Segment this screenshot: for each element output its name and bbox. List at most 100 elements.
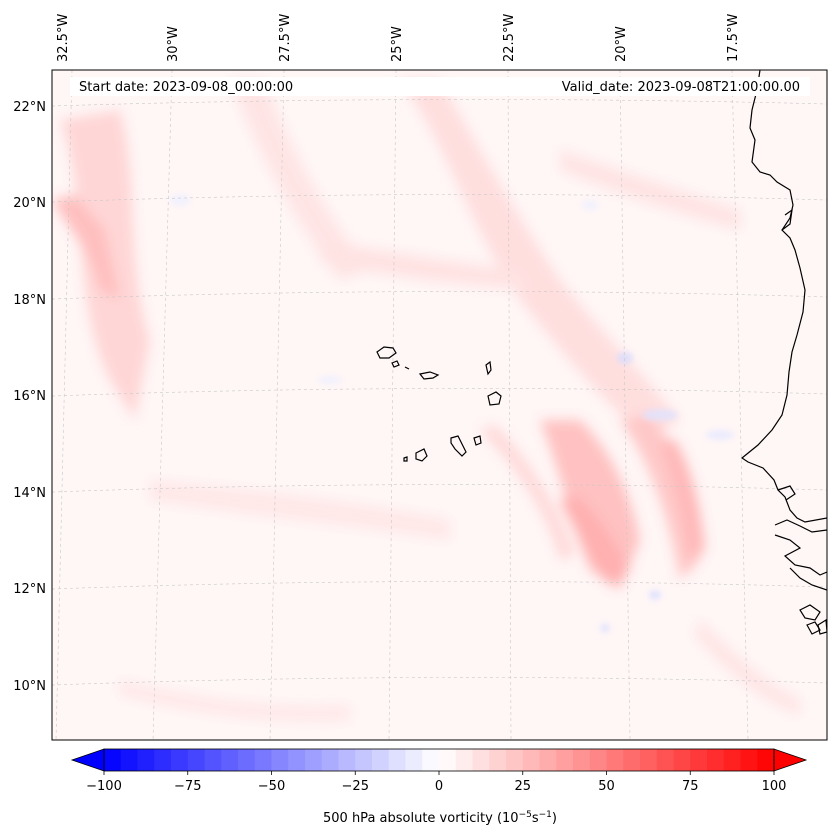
vorticity-band bbox=[560, 150, 740, 230]
island-maio bbox=[473, 435, 482, 446]
colorbar-segment bbox=[522, 749, 540, 771]
lat-label-18n: 18°N bbox=[13, 293, 46, 308]
colorbar-segment bbox=[723, 749, 741, 771]
colorbar-segment bbox=[606, 749, 624, 771]
island-sao-vicente bbox=[391, 360, 400, 368]
lon-label-22-5w: 22.5°W bbox=[502, 14, 517, 62]
lat-label-16n: 16°N bbox=[13, 389, 46, 404]
vorticity-band bbox=[560, 495, 630, 585]
colorbar-segment bbox=[221, 749, 239, 771]
vorticity-band bbox=[400, 80, 680, 440]
date-info-bar bbox=[70, 77, 810, 96]
gridlines bbox=[52, 70, 827, 740]
vorticity-band bbox=[230, 80, 370, 280]
cape-verde-islands bbox=[376, 346, 502, 462]
colorbar-segment bbox=[556, 749, 574, 771]
negative-vorticity-patch bbox=[706, 430, 734, 440]
colorbar-segment bbox=[506, 749, 524, 771]
colorbar-segment bbox=[573, 749, 591, 771]
lat-label-12n: 12°N bbox=[13, 582, 46, 597]
colorbar-segment bbox=[137, 749, 155, 771]
colorbar-max-extension bbox=[773, 748, 808, 772]
vorticity-band bbox=[52, 195, 120, 300]
colorbar-tick-label: 25 bbox=[514, 779, 531, 794]
island-santa-luzia bbox=[404, 366, 410, 370]
colorbar-segment bbox=[271, 749, 289, 771]
lon-label-32-5w: 32.5°W bbox=[56, 14, 71, 62]
colorbar-segment bbox=[707, 749, 725, 771]
longitude-labels: 32.5°W 30°W 27.5°W 25°W 22.5°W 20°W 17.5… bbox=[56, 14, 741, 62]
colorbar-title-exp1: −5 bbox=[519, 810, 532, 820]
lat-label-22n: 22°N bbox=[13, 100, 46, 115]
colorbar: −100 −75 −50 −25 0 25 50 75 100 500 hPa absolute… bbox=[70, 748, 808, 826]
island-brava bbox=[403, 456, 408, 462]
colorbar-segment bbox=[355, 749, 373, 771]
negative-vorticity-patch bbox=[170, 194, 190, 206]
colorbar-segment bbox=[472, 749, 490, 771]
colorbar-segment bbox=[539, 749, 557, 771]
lon-label-27-5w: 27.5°W bbox=[278, 14, 293, 62]
colorbar-segment bbox=[656, 749, 674, 771]
colorbar-segment bbox=[740, 749, 758, 771]
lon-label-17-5w: 17.5°W bbox=[726, 14, 741, 62]
colorbar-segment bbox=[372, 749, 390, 771]
island-sal bbox=[485, 360, 492, 376]
colorbar-tick-label: 100 bbox=[762, 779, 787, 794]
colorbar-segment bbox=[388, 749, 406, 771]
african-coastline bbox=[740, 70, 827, 635]
negative-vorticity-patch bbox=[617, 352, 633, 364]
colorbar-segment bbox=[422, 749, 440, 771]
vorticity-band bbox=[120, 680, 350, 722]
vorticity-band bbox=[150, 480, 450, 540]
vorticity-band bbox=[320, 240, 530, 290]
colorbar-segment bbox=[171, 749, 189, 771]
colorbar-segment bbox=[238, 749, 256, 771]
negative-vorticity-patch bbox=[582, 200, 598, 210]
colorbar-segment bbox=[640, 749, 658, 771]
colorbar-segment bbox=[489, 749, 507, 771]
colorbar-segment bbox=[623, 749, 641, 771]
colorbar-ticks: −100 −75 −50 −25 0 25 50 75 100 bbox=[86, 771, 786, 794]
start-date-label: Start date: 2023-09-08_00:00:00 bbox=[79, 80, 293, 95]
negative-vorticity-patch bbox=[318, 376, 342, 384]
colorbar-segments bbox=[104, 749, 775, 771]
vorticity-band bbox=[620, 415, 700, 580]
colorbar-segment bbox=[439, 749, 457, 771]
vorticity-band bbox=[695, 620, 800, 715]
lat-label-14n: 14°N bbox=[13, 486, 46, 501]
colorbar-segment bbox=[455, 749, 473, 771]
colorbar-tick-label: 0 bbox=[435, 779, 443, 794]
island-fogo bbox=[415, 448, 428, 462]
colorbar-segment bbox=[757, 749, 775, 771]
colorbar-title-close: ) bbox=[552, 811, 557, 826]
colorbar-min-extension bbox=[70, 748, 105, 772]
lon-label-30w: 30°W bbox=[166, 26, 181, 62]
colorbar-segment bbox=[690, 749, 708, 771]
lon-label-25w: 25°W bbox=[390, 26, 405, 62]
vorticity-band bbox=[480, 425, 575, 560]
negative-vorticity-patch bbox=[642, 409, 678, 421]
map-frame bbox=[51, 69, 828, 741]
colorbar-tick-label: −75 bbox=[174, 779, 201, 794]
colorbar-segment bbox=[305, 749, 323, 771]
island-boa-vista bbox=[487, 391, 502, 406]
vorticity-field bbox=[52, 70, 827, 740]
colorbar-segment bbox=[321, 749, 339, 771]
island-santiago bbox=[450, 435, 467, 457]
island-santo-antao bbox=[376, 346, 397, 359]
negative-vorticity-patch bbox=[600, 623, 610, 633]
latitude-labels: 22°N 20°N 18°N 16°N 14°N 12°N 10°N bbox=[13, 100, 46, 694]
colorbar-title: 500 hPa absolute vorticity (10−5s−1) bbox=[323, 810, 557, 826]
colorbar-segment bbox=[405, 749, 423, 771]
colorbar-tick-label: −100 bbox=[86, 779, 122, 794]
colorbar-title-exp2: −1 bbox=[539, 810, 552, 820]
map-panel: Start date: 2023-09-08_00:00:00 Valid_da… bbox=[51, 69, 828, 741]
colorbar-segment bbox=[154, 749, 172, 771]
island-sao-nicolau bbox=[418, 371, 440, 380]
colorbar-segment bbox=[254, 749, 272, 771]
vorticity-band bbox=[660, 440, 705, 560]
lon-label-20w: 20°W bbox=[614, 26, 629, 62]
colorbar-tick-label: −50 bbox=[258, 779, 285, 794]
colorbar-tick-label: 75 bbox=[682, 779, 699, 794]
colorbar-segment bbox=[338, 749, 356, 771]
